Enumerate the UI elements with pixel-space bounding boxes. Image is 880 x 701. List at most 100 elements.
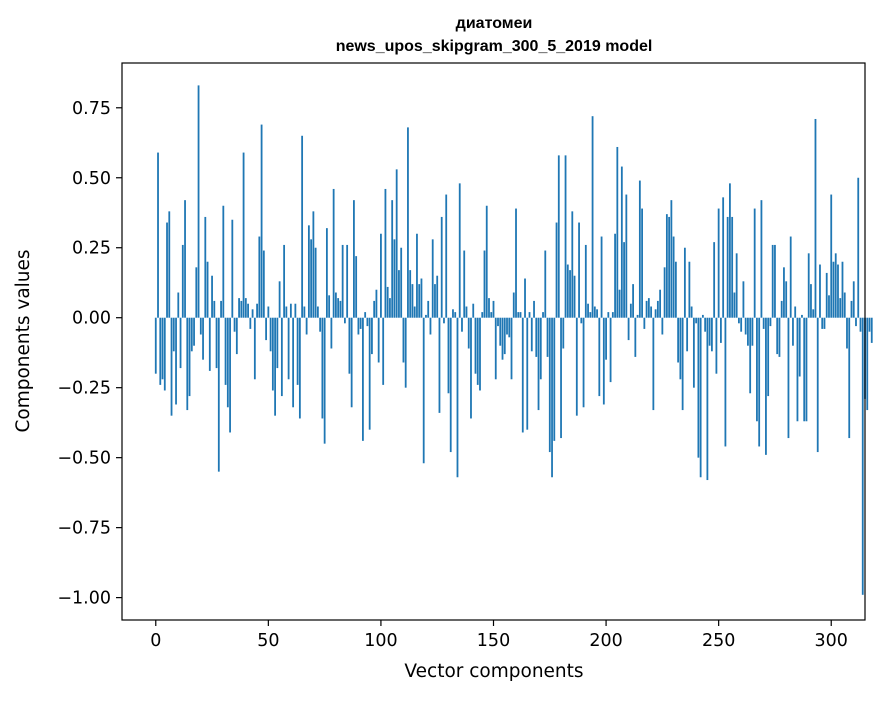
- bar-177: [553, 317, 556, 441]
- bar-55: [278, 281, 281, 318]
- bar-271: [765, 317, 767, 455]
- bar-314: [861, 317, 864, 595]
- bar-119: [422, 317, 425, 464]
- bar-50: [267, 306, 270, 318]
- x-tick-label: 50: [257, 631, 279, 651]
- bar-288: [803, 317, 806, 422]
- bar-138: [465, 306, 468, 318]
- bar-295: [819, 264, 821, 318]
- x-tick-label: 150: [477, 631, 510, 651]
- bar-265: [751, 317, 754, 346]
- bar-244: [704, 317, 707, 332]
- bar-154: [501, 317, 504, 360]
- bar-191: [584, 244, 587, 318]
- bar-312: [857, 177, 860, 318]
- bar-28: [217, 317, 220, 472]
- bar-87: [350, 317, 353, 408]
- bar-157: [508, 317, 511, 338]
- bar-29: [220, 300, 222, 318]
- bar-234: [681, 317, 684, 411]
- bar-170: [537, 317, 540, 411]
- bar-9: [175, 317, 177, 405]
- bar-152: [497, 317, 499, 327]
- x-tick-label: 300: [815, 631, 848, 651]
- bar-248: [713, 242, 716, 318]
- bar-54: [276, 317, 279, 369]
- bar-225: [661, 317, 664, 335]
- bar-125: [436, 275, 439, 318]
- bar-27: [215, 317, 218, 369]
- bar-20: [199, 317, 202, 335]
- bar-57: [283, 244, 286, 318]
- bar-24: [208, 317, 211, 371]
- bar-97: [373, 300, 376, 318]
- y-tick-label: −0.25: [57, 379, 111, 399]
- bar-60: [289, 303, 292, 318]
- bar-99: [377, 317, 380, 363]
- x-axis-label: Vector components: [404, 661, 583, 682]
- bar-105: [391, 200, 394, 318]
- bar-296: [821, 317, 824, 329]
- bar-201: [607, 312, 610, 318]
- bar-4: [163, 317, 166, 391]
- bar-139: [467, 317, 470, 349]
- bar-8: [172, 317, 175, 352]
- bar-257: [733, 292, 736, 318]
- bar-214: [636, 314, 639, 318]
- bar-67: [305, 317, 308, 335]
- bar-200: [605, 317, 607, 360]
- bar-96: [371, 317, 373, 355]
- bar-113: [409, 270, 412, 318]
- bar-308: [848, 317, 851, 439]
- bar-255: [729, 183, 731, 318]
- y-tick-label: 0.25: [72, 239, 111, 259]
- bar-136: [461, 317, 463, 332]
- bar-38: [240, 300, 243, 318]
- bar-16: [190, 317, 193, 352]
- bar-106: [393, 239, 396, 318]
- bar-37: [238, 298, 240, 318]
- bar-241: [697, 317, 700, 458]
- bar-30: [222, 205, 225, 318]
- bar-203: [611, 312, 614, 318]
- bar-62: [294, 303, 297, 318]
- bar-205: [616, 146, 619, 318]
- bar-160: [515, 208, 517, 318]
- bar-91: [359, 317, 362, 329]
- bar-231: [674, 261, 677, 318]
- bar-110: [402, 317, 405, 363]
- bar-268: [758, 317, 761, 447]
- bar-176: [551, 317, 553, 478]
- bar-185: [571, 211, 574, 318]
- bar-52: [271, 317, 274, 391]
- bar-70: [312, 211, 315, 318]
- bar-109: [400, 247, 403, 318]
- bar-212: [632, 284, 634, 318]
- bar-2: [159, 317, 162, 385]
- y-tick-label: 0.50: [72, 169, 111, 189]
- bar-196: [596, 309, 598, 318]
- bar-163: [521, 317, 524, 433]
- bar-171: [539, 317, 542, 380]
- bar-116: [416, 233, 418, 318]
- bar-142: [474, 317, 477, 374]
- bar-264: [749, 317, 752, 394]
- bar-290: [807, 253, 810, 318]
- bar-56: [280, 317, 283, 397]
- bar-165: [526, 317, 529, 430]
- bar-281: [787, 317, 790, 439]
- bar-209: [625, 194, 628, 318]
- bar-285: [796, 317, 799, 422]
- bar-78: [330, 317, 333, 349]
- bar-161: [517, 312, 520, 318]
- y-tick-label: −0.75: [57, 519, 111, 539]
- bar-147: [485, 205, 488, 318]
- bar-224: [659, 289, 662, 318]
- bar-23: [206, 261, 209, 318]
- bar-181: [562, 317, 565, 349]
- bars-group: [154, 85, 873, 595]
- bar-155: [503, 317, 506, 355]
- bar-137: [463, 250, 466, 318]
- bar-254: [726, 216, 729, 318]
- bar-304: [839, 298, 842, 318]
